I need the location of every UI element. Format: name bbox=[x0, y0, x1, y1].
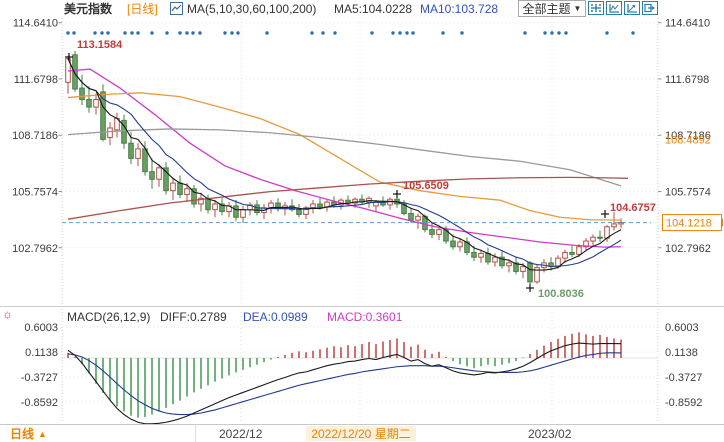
axis-arrow-button[interactable] bbox=[624, 1, 640, 15]
svg-text:104.1218: 104.1218 bbox=[666, 218, 712, 230]
ma5-value: MA5:104.0228 bbox=[334, 2, 413, 16]
axis-arrow-icon bbox=[627, 4, 637, 13]
chevron-down-icon: ▼ bbox=[573, 4, 582, 13]
themes-dropdown-label: 全部主题 bbox=[522, 2, 571, 16]
svg-text:114.6410: 114.6410 bbox=[665, 18, 710, 30]
svg-text:-0.3727: -0.3727 bbox=[21, 372, 58, 384]
svg-text:102.7962: 102.7962 bbox=[665, 243, 711, 255]
detach-window-button[interactable] bbox=[642, 1, 658, 15]
period-selector[interactable]: 日线 ▲ bbox=[0, 425, 196, 442]
svg-text:-0.8592: -0.8592 bbox=[665, 397, 702, 409]
svg-text:111.6798: 111.6798 bbox=[14, 74, 58, 86]
svg-text:105.6509: 105.6509 bbox=[403, 180, 449, 192]
macd-value: MACD:0.3601 bbox=[327, 310, 403, 324]
svg-text:-0.3727: -0.3727 bbox=[665, 372, 702, 384]
move-tool-button[interactable] bbox=[588, 1, 604, 15]
candles-layer bbox=[65, 50, 624, 286]
svg-text:108.4892: 108.4892 bbox=[665, 135, 711, 147]
period-label: 日线 bbox=[10, 427, 35, 441]
themes-dropdown[interactable]: 全部主题 ▼ bbox=[518, 0, 586, 17]
last-price-tag: 104.1218 bbox=[662, 214, 722, 232]
svg-text:104.6757: 104.6757 bbox=[610, 202, 656, 214]
ma-settings-label: MA(5,10,30,60,100,200) bbox=[187, 2, 317, 16]
svg-text:113.1584: 113.1584 bbox=[77, 39, 123, 51]
event-dots bbox=[66, 31, 635, 35]
detach-arrow-icon bbox=[644, 3, 655, 13]
svg-text:105.7574: 105.7574 bbox=[665, 186, 711, 198]
macd-dea-value: DEA:0.0989 bbox=[243, 310, 308, 324]
svg-text:0.6003: 0.6003 bbox=[24, 322, 58, 334]
fast-ma-lines bbox=[67, 58, 622, 271]
svg-text:108.7186: 108.7186 bbox=[665, 130, 711, 142]
indicator-settings-icon[interactable]: ☼ bbox=[2, 307, 13, 321]
svg-text:0.6003: 0.6003 bbox=[665, 322, 699, 334]
price-axis-labels: 114.6410 114.6410 111.6798 111.6798 108.7186… bbox=[12, 18, 711, 255]
svg-text:105.7574: 105.7574 bbox=[12, 186, 58, 198]
overlay-ma-lines bbox=[67, 68, 629, 248]
svg-text:-0.8592: -0.8592 bbox=[21, 397, 58, 409]
svg-text:0.1138: 0.1138 bbox=[665, 347, 698, 359]
axis-date-december: 2022/12 bbox=[219, 427, 263, 441]
chevron-up-icon: ▲ bbox=[38, 428, 47, 439]
svg-text:108.7186: 108.7186 bbox=[12, 130, 58, 142]
swing-annotations: 113.1584 105.6509 104.6757 100.8036 bbox=[65, 39, 656, 300]
move-crosshair-icon bbox=[591, 4, 601, 12]
selected-date[interactable]: 2022/12/20 星期二 bbox=[306, 426, 416, 441]
svg-text:102.7962: 102.7962 bbox=[12, 243, 58, 255]
macd-panel: 0.6003 0.6003 0.1138 0.1138 -0.3727 -0.3727 -0… bbox=[21, 322, 702, 425]
selected-date-label: 2022/12/20 星期二 bbox=[311, 427, 411, 441]
axis-date-february: 2023/02 bbox=[528, 427, 572, 441]
axis-scale-button[interactable] bbox=[606, 1, 622, 15]
ma10-value: MA10:103.728 bbox=[420, 2, 499, 16]
timeline-bar: 日线 ▲ 2022/12 2022/12/20 星期二 2023/02 bbox=[0, 424, 724, 442]
svg-text:114.6410: 114.6410 bbox=[13, 18, 58, 30]
axis-scale-icon bbox=[609, 4, 619, 13]
svg-text:100.8036: 100.8036 bbox=[538, 288, 584, 300]
period-tag: [日线] bbox=[127, 2, 158, 16]
svg-text:111.6798: 111.6798 bbox=[665, 74, 709, 86]
symbol-name: 美元指数 bbox=[64, 2, 113, 16]
macd-params-label: MACD(26,12,9) bbox=[67, 310, 151, 324]
macd-diff-value: DIFF:0.2789 bbox=[160, 310, 227, 324]
candlestick-chart-icon bbox=[170, 2, 183, 18]
last-price-line bbox=[62, 218, 723, 227]
svg-text:0.1138: 0.1138 bbox=[25, 347, 58, 359]
